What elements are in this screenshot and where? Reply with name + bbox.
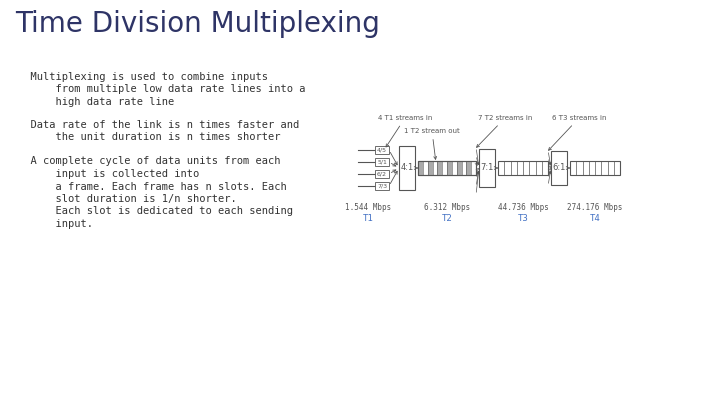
Text: input is collected into: input is collected into	[18, 169, 199, 179]
Text: T4: T4	[590, 214, 600, 223]
Text: 4 T1 streams in: 4 T1 streams in	[378, 115, 432, 147]
Text: Multiplexing is used to combine inputs: Multiplexing is used to combine inputs	[18, 72, 268, 82]
Bar	[375, 146, 389, 154]
Text: 7/3: 7/3	[377, 183, 387, 188]
Text: 1.544 Mbps: 1.544 Mbps	[345, 203, 391, 212]
Text: 274.176 Mbps: 274.176 Mbps	[567, 203, 623, 212]
Bar	[375, 158, 389, 166]
Text: T2: T2	[441, 214, 452, 223]
Text: slot duration is 1/n shorter.: slot duration is 1/n shorter.	[18, 194, 237, 204]
Text: A complete cycle of data units from each: A complete cycle of data units from each	[18, 156, 281, 166]
Text: T3: T3	[518, 214, 528, 223]
Bar	[428, 161, 433, 175]
Text: a frame. Each frame has n slots. Each: a frame. Each frame has n slots. Each	[18, 181, 287, 192]
Text: 6.312 Mbps: 6.312 Mbps	[424, 203, 470, 212]
Text: 6:1: 6:1	[552, 164, 566, 173]
Text: 4/5: 4/5	[377, 147, 387, 153]
Bar	[418, 161, 476, 175]
Bar	[447, 161, 452, 175]
Text: 7 T2 streams in: 7 T2 streams in	[477, 115, 532, 147]
Bar	[418, 161, 423, 175]
Bar	[479, 149, 495, 187]
Text: 44.736 Mbps: 44.736 Mbps	[498, 203, 549, 212]
Bar	[399, 146, 415, 190]
Text: 5/1: 5/1	[377, 160, 387, 164]
Text: T1: T1	[363, 214, 374, 223]
Bar	[437, 161, 442, 175]
Text: from multiple low data rate lines into a: from multiple low data rate lines into a	[18, 85, 305, 94]
Text: high data rate line: high data rate line	[18, 97, 174, 107]
Bar	[467, 161, 471, 175]
Text: Time Division Multiplexing: Time Division Multiplexing	[15, 10, 380, 38]
Text: the unit duration is n times shorter: the unit duration is n times shorter	[18, 132, 281, 142]
Bar	[375, 182, 389, 190]
Text: 6/2: 6/2	[377, 171, 387, 177]
Text: 7:1: 7:1	[480, 164, 494, 173]
Bar	[570, 161, 620, 175]
Bar	[551, 151, 567, 185]
Text: Data rate of the link is n times faster and: Data rate of the link is n times faster …	[18, 119, 300, 130]
Bar	[375, 170, 389, 178]
Bar	[498, 161, 548, 175]
Text: Each slot is dedicated to each sending: Each slot is dedicated to each sending	[18, 207, 293, 217]
Bar	[418, 161, 476, 175]
Text: 1 T2 stream out: 1 T2 stream out	[404, 128, 460, 159]
Text: 4:1: 4:1	[400, 164, 413, 173]
Text: input.: input.	[18, 219, 93, 229]
Bar	[456, 161, 462, 175]
Text: 6 T3 streams in: 6 T3 streams in	[549, 115, 606, 150]
